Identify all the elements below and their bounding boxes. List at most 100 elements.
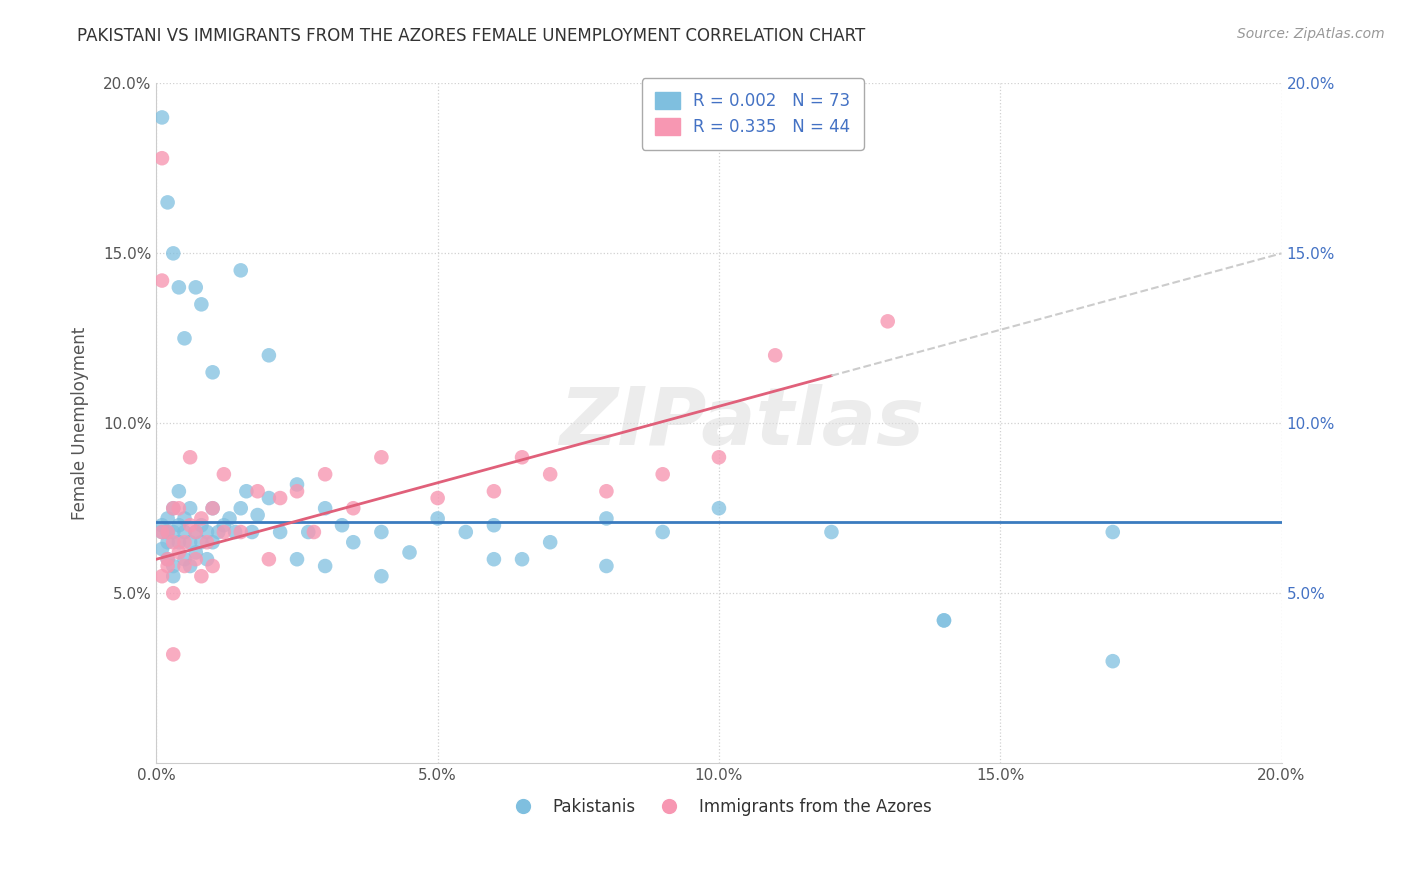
Point — [156, 524, 179, 539]
Point — [201, 501, 224, 516]
Point — [156, 535, 179, 549]
Point — [302, 524, 325, 539]
Point — [763, 348, 786, 362]
Point — [932, 614, 955, 628]
Point — [150, 274, 173, 288]
Point — [150, 542, 173, 557]
Point — [167, 280, 190, 294]
Point — [173, 524, 195, 539]
Point — [162, 586, 184, 600]
Point — [179, 535, 201, 549]
Point — [190, 297, 212, 311]
Legend: Pakistanis, Immigrants from the Azores: Pakistanis, Immigrants from the Azores — [499, 791, 939, 822]
Y-axis label: Female Unemployment: Female Unemployment — [72, 326, 89, 520]
Point — [426, 511, 449, 525]
Point — [201, 501, 224, 516]
Point — [314, 559, 336, 574]
Point — [173, 552, 195, 566]
Point — [207, 524, 229, 539]
Point — [150, 111, 173, 125]
Point — [876, 314, 898, 328]
Point — [162, 501, 184, 516]
Point — [342, 501, 364, 516]
Point — [184, 524, 207, 539]
Point — [150, 569, 173, 583]
Point — [314, 467, 336, 482]
Point — [330, 518, 353, 533]
Point — [150, 518, 173, 533]
Point — [651, 467, 673, 482]
Point — [179, 559, 201, 574]
Point — [595, 511, 617, 525]
Text: ZIPatlas: ZIPatlas — [560, 384, 924, 462]
Point — [269, 524, 291, 539]
Point — [195, 535, 218, 549]
Point — [162, 246, 184, 260]
Point — [179, 518, 201, 533]
Point — [162, 535, 184, 549]
Point — [162, 524, 184, 539]
Point — [162, 559, 184, 574]
Point — [212, 518, 235, 533]
Point — [195, 524, 218, 539]
Point — [184, 552, 207, 566]
Point — [150, 524, 173, 539]
Point — [162, 569, 184, 583]
Point — [257, 552, 280, 566]
Point — [482, 484, 505, 499]
Point — [229, 501, 252, 516]
Point — [224, 524, 246, 539]
Point — [156, 195, 179, 210]
Point — [179, 501, 201, 516]
Point — [156, 552, 179, 566]
Point — [426, 491, 449, 505]
Point — [595, 559, 617, 574]
Point — [285, 484, 308, 499]
Point — [201, 559, 224, 574]
Point — [156, 511, 179, 525]
Point — [167, 501, 190, 516]
Point — [932, 614, 955, 628]
Point — [820, 524, 842, 539]
Point — [297, 524, 319, 539]
Point — [314, 501, 336, 516]
Point — [167, 535, 190, 549]
Point — [190, 569, 212, 583]
Point — [285, 477, 308, 491]
Point — [212, 524, 235, 539]
Point — [538, 467, 561, 482]
Point — [156, 559, 179, 574]
Point — [150, 151, 173, 165]
Point — [167, 545, 190, 559]
Point — [370, 524, 392, 539]
Point — [370, 569, 392, 583]
Point — [510, 450, 533, 465]
Point — [150, 524, 173, 539]
Point — [156, 524, 179, 539]
Point — [212, 467, 235, 482]
Point — [235, 484, 257, 499]
Point — [246, 484, 269, 499]
Text: PAKISTANI VS IMMIGRANTS FROM THE AZORES FEMALE UNEMPLOYMENT CORRELATION CHART: PAKISTANI VS IMMIGRANTS FROM THE AZORES … — [77, 27, 866, 45]
Point — [707, 450, 730, 465]
Point — [156, 552, 179, 566]
Point — [229, 263, 252, 277]
Point — [595, 484, 617, 499]
Text: Source: ZipAtlas.com: Source: ZipAtlas.com — [1237, 27, 1385, 41]
Point — [173, 559, 195, 574]
Point — [179, 450, 201, 465]
Point — [162, 501, 184, 516]
Point — [1101, 524, 1123, 539]
Point — [1101, 654, 1123, 668]
Point — [257, 348, 280, 362]
Point — [285, 552, 308, 566]
Point — [454, 524, 477, 539]
Point — [190, 518, 212, 533]
Point — [482, 518, 505, 533]
Point — [482, 552, 505, 566]
Point — [229, 524, 252, 539]
Point — [342, 535, 364, 549]
Point — [538, 535, 561, 549]
Point — [398, 545, 420, 559]
Point — [201, 365, 224, 379]
